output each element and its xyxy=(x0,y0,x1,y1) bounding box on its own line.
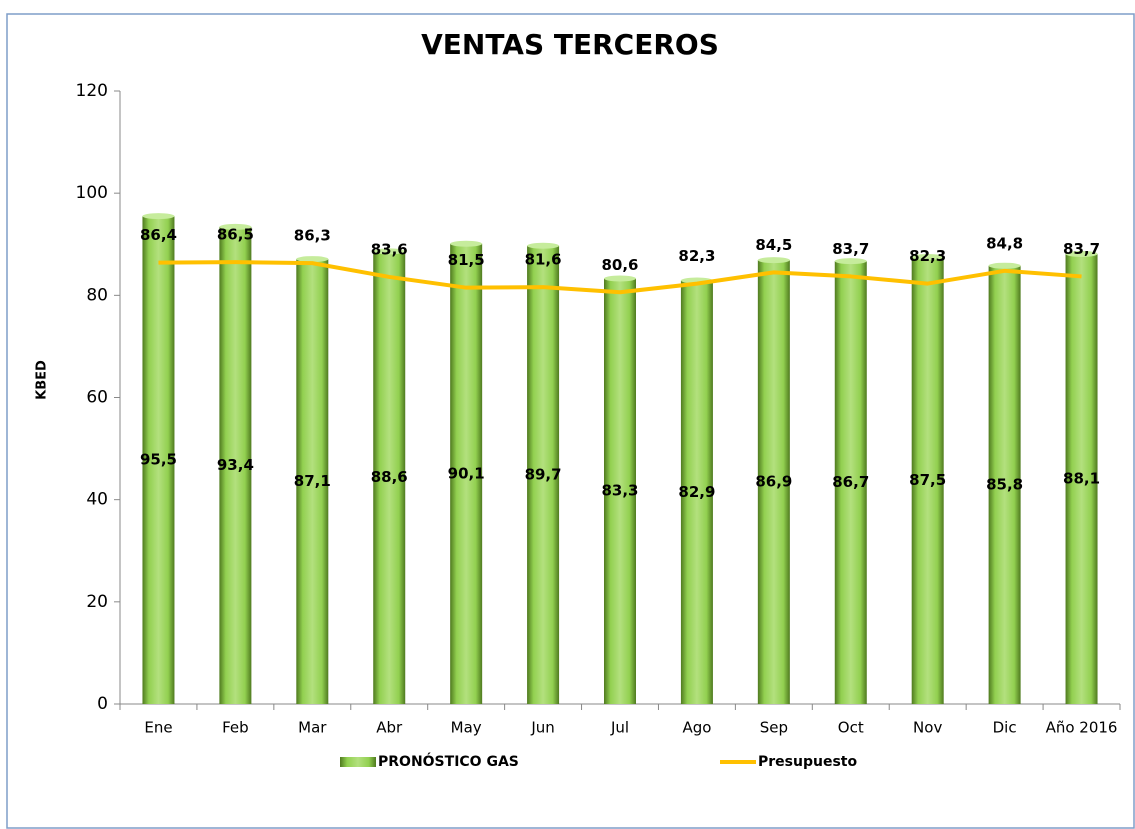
x-tick-label: Sep xyxy=(760,719,788,737)
value-label: 83,7 xyxy=(1063,240,1100,258)
y-tick-label: 0 xyxy=(97,694,108,714)
value-label: 89,7 xyxy=(525,465,562,483)
bar-top xyxy=(373,248,406,255)
x-tick-label: Feb xyxy=(222,719,249,737)
bar-top xyxy=(911,254,944,261)
chart-title: VENTAS TERCEROS xyxy=(421,28,719,61)
y-axis-label: KBED xyxy=(35,360,50,400)
legend-swatch xyxy=(340,757,376,767)
value-label: 85,8 xyxy=(986,475,1023,493)
bar xyxy=(296,259,329,704)
value-label: 83,6 xyxy=(371,240,408,258)
x-tick-label: Nov xyxy=(913,719,942,737)
bar xyxy=(988,265,1021,704)
value-label: 88,1 xyxy=(1063,469,1100,487)
bar-top xyxy=(527,242,560,249)
y-tick-label: 20 xyxy=(86,592,108,612)
bar-top xyxy=(834,258,867,265)
bar-top xyxy=(142,213,175,220)
bar-top xyxy=(604,275,636,282)
value-label: 87,5 xyxy=(909,471,946,489)
value-label: 86,9 xyxy=(755,473,792,491)
bar-top xyxy=(296,256,329,263)
bar xyxy=(604,278,636,704)
value-label: 81,5 xyxy=(448,251,485,269)
value-label: 95,5 xyxy=(140,451,177,469)
value-label: 86,5 xyxy=(217,226,254,244)
bar xyxy=(911,257,944,704)
value-label: 83,7 xyxy=(832,240,869,258)
bar xyxy=(527,245,560,704)
y-tick-label: 100 xyxy=(76,183,108,203)
x-tick-label: Mar xyxy=(298,719,327,737)
value-label: 86,7 xyxy=(832,473,869,491)
value-label: 86,3 xyxy=(294,227,331,245)
x-tick-label: May xyxy=(451,719,482,737)
bar xyxy=(1065,253,1098,705)
bar xyxy=(450,243,483,704)
value-label: 93,4 xyxy=(217,456,254,474)
bar xyxy=(142,216,175,704)
frame xyxy=(6,13,1135,829)
legend-label: Presupuesto xyxy=(758,754,857,770)
value-label: 82,9 xyxy=(678,483,715,501)
legend-label: PRONÓSTICO GAS xyxy=(378,752,519,770)
value-label: 82,3 xyxy=(909,247,946,265)
y-tick-label: 60 xyxy=(86,388,108,408)
value-label: 90,1 xyxy=(448,464,485,482)
bar-top xyxy=(1065,250,1098,257)
x-tick-label: Jul xyxy=(610,719,629,737)
value-label: 87,1 xyxy=(294,472,331,490)
y-tick-label: 120 xyxy=(76,81,108,101)
x-tick-label: Oct xyxy=(838,719,864,737)
value-label: 88,6 xyxy=(371,468,408,486)
x-tick-label: Ago xyxy=(682,719,711,737)
x-tick-label: Dic xyxy=(993,719,1017,737)
bar-top xyxy=(988,262,1021,269)
x-tick-label: Abr xyxy=(376,719,403,737)
value-label: 80,6 xyxy=(601,256,638,274)
x-tick-label: Año 2016 xyxy=(1046,719,1118,737)
value-label: 81,6 xyxy=(525,251,562,269)
value-label: 83,3 xyxy=(601,482,638,500)
bar-top xyxy=(219,223,252,230)
bar xyxy=(680,280,713,704)
value-label: 86,4 xyxy=(140,226,177,244)
value-label: 84,5 xyxy=(755,236,792,254)
bar xyxy=(757,260,790,704)
bar xyxy=(834,261,867,704)
y-tick-label: 40 xyxy=(86,490,108,510)
line xyxy=(158,260,1082,295)
bar-top xyxy=(757,257,790,264)
y-tick-label: 80 xyxy=(86,285,108,305)
bar-top xyxy=(450,240,483,247)
value-label: 84,8 xyxy=(986,234,1023,252)
x-tick-label: Jun xyxy=(530,719,554,737)
value-label: 82,3 xyxy=(678,247,715,265)
bar xyxy=(219,226,252,705)
bar xyxy=(373,251,406,704)
x-tick-label: Ene xyxy=(144,719,172,737)
